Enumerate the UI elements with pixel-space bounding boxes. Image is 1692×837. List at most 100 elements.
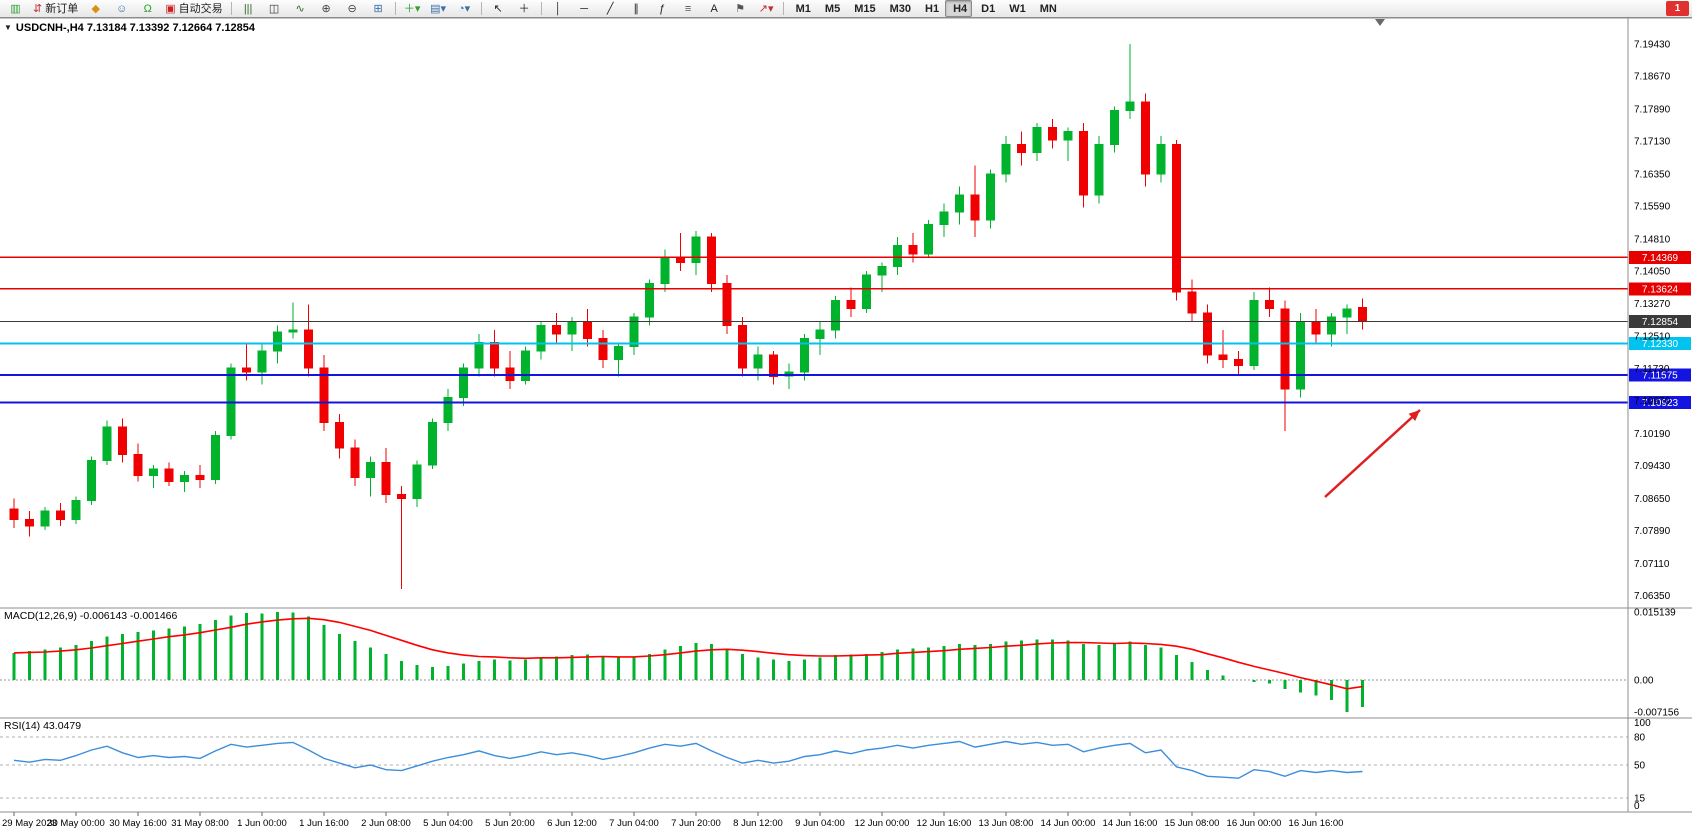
timeframe-m30[interactable]: M30 — [882, 0, 916, 17]
period-icon: ◔▾ — [458, 2, 471, 15]
price-axis-label: 7.06350 — [1634, 591, 1671, 602]
timeframe-m1[interactable]: M1 — [788, 0, 816, 17]
text-button[interactable]: A — [702, 0, 727, 17]
price-axis-label: 7.17130 — [1634, 136, 1671, 147]
candle-body — [211, 434, 220, 481]
candle-body — [831, 299, 840, 331]
candle-body — [366, 462, 375, 479]
candle-body — [955, 194, 964, 213]
timeframe-mn-label: MN — [1039, 2, 1057, 15]
candle-body — [567, 320, 577, 335]
candle-body — [102, 426, 112, 462]
candle-body — [56, 510, 65, 521]
zoom-out-button[interactable]: ⊖ — [340, 0, 365, 17]
candle-body — [815, 329, 825, 339]
toolbar-separator — [480, 2, 482, 15]
candle-body — [629, 316, 639, 348]
timeframe-mn[interactable]: MN — [1032, 0, 1062, 17]
candle-body — [691, 236, 701, 263]
candles-chart-button[interactable]: ◫ — [262, 0, 287, 17]
time-axis-label: 8 Jun 12:00 — [733, 818, 783, 829]
time-axis-label: 31 May 08:00 — [171, 818, 229, 829]
candle-body — [242, 367, 251, 373]
label-button[interactable]: ⚑ — [728, 0, 753, 17]
new-order-button[interactable]: ⇵ 新订单 — [29, 0, 82, 17]
timeframe-w1[interactable]: W1 — [1001, 0, 1031, 17]
rsi-axis-label: 100 — [1634, 718, 1651, 729]
price-axis-label: 7.07110 — [1634, 559, 1670, 570]
toolbar: ▥ ⇵ 新订单 ◆ ☺ Ω ▣ 自动交易 ||| ◫ ∿ ⊕ ⊖ ⊞ ＋▾ ▤▾ ◔▾ ↖ ＋ │ ─ ╱ ∥ ƒ ≡ A ⚑ ↗▾ M… — [0, 0, 1692, 18]
timeframe-h1[interactable]: H1 — [917, 0, 944, 17]
vertical-line-icon: │ — [554, 2, 562, 15]
candle-body — [1063, 131, 1073, 141]
channel-button[interactable]: ∥ — [624, 0, 649, 17]
text-icon: A — [710, 2, 718, 15]
vertical-line-button[interactable]: │ — [546, 0, 571, 17]
bars-chart-icon: ||| — [243, 2, 253, 15]
candle-body — [350, 447, 360, 478]
horizontal-line-button[interactable]: ─ — [572, 0, 597, 17]
cursor-icon: ↖ — [493, 2, 503, 15]
timeframe-m5[interactable]: M5 — [817, 0, 845, 17]
price-axis-label: 7.10970 — [1634, 396, 1671, 407]
candle-body — [226, 367, 236, 436]
toolbar-separator — [394, 2, 396, 15]
period-button[interactable]: ◔▾ — [452, 0, 477, 17]
price-axis-label: 7.11730 — [1634, 364, 1670, 375]
bars-chart-button[interactable]: ||| — [236, 0, 261, 17]
tile-windows-icon: ⊞ — [373, 2, 383, 15]
price-axis-label: 7.13270 — [1634, 299, 1671, 310]
price-axis-label: 7.15590 — [1634, 201, 1671, 212]
notification-badge[interactable]: 1 — [1666, 1, 1689, 16]
timeframe-h1-label: H1 — [925, 2, 940, 15]
candle-body — [1327, 316, 1336, 335]
candle-body — [118, 426, 127, 455]
time-axis-label: 14 Jun 00:00 — [1041, 818, 1096, 829]
arrows-button[interactable]: ↗▾ — [754, 0, 779, 17]
autotrading-button[interactable]: ▣ 自动交易 — [161, 0, 226, 17]
time-axis-label: 12 Jun 16:00 — [917, 818, 972, 829]
fibonacci-button[interactable]: ƒ — [650, 0, 675, 17]
arrows-icon: ↗▾ — [758, 2, 774, 15]
candle-body — [722, 283, 732, 327]
crosshair-button[interactable]: ＋ — [512, 0, 537, 17]
alerts-icon-icon: ◆ — [91, 2, 100, 15]
price-line-badge-text: 7.14369 — [1642, 253, 1679, 264]
fibonacci-icon: ƒ — [659, 2, 666, 15]
community-icon[interactable]: ☺ — [109, 0, 134, 17]
new-order-icon: ⇵ — [33, 2, 43, 15]
macd-axis-label: 0.00 — [1634, 675, 1654, 686]
line-chart-button[interactable]: ∿ — [288, 0, 313, 17]
candle-body — [769, 354, 778, 377]
alerts-icon[interactable]: ◆ — [83, 0, 108, 17]
candle-body — [9, 508, 19, 521]
grid-lines-button[interactable]: ≡ — [676, 0, 701, 17]
candle-body — [707, 236, 716, 285]
candle-body — [536, 325, 546, 352]
price-line-badge — [1629, 396, 1691, 410]
indicators-button[interactable]: ＋▾ — [400, 0, 425, 17]
price-line-badge-text: 7.12854 — [1642, 317, 1679, 328]
app-chart-icon[interactable]: ▥ — [3, 0, 28, 17]
zoom-in-button[interactable]: ⊕ — [314, 0, 339, 17]
candle-body — [1280, 308, 1290, 390]
time-axis-label: 9 Jun 04:00 — [795, 818, 845, 829]
price-axis-label: 7.16350 — [1634, 169, 1671, 180]
templates-button[interactable]: ▤▾ — [426, 0, 451, 17]
cursor-button[interactable]: ↖ — [486, 0, 511, 17]
support-icon[interactable]: Ω — [135, 0, 160, 17]
candle-body — [893, 245, 902, 268]
indicators-icon: ＋▾ — [403, 2, 421, 15]
candle-body — [335, 422, 344, 449]
timeframe-d1[interactable]: D1 — [973, 0, 1000, 17]
price-line-badge-text: 7.12330 — [1642, 339, 1679, 350]
candle-body — [505, 367, 515, 381]
timeframe-h4[interactable]: H4 — [945, 0, 973, 17]
tile-windows-button[interactable]: ⊞ — [366, 0, 391, 17]
trendline-button[interactable]: ╱ — [598, 0, 623, 17]
candle-body — [133, 453, 143, 476]
timeframe-m15[interactable]: M15 — [846, 0, 880, 17]
timeframe-w1-label: W1 — [1009, 2, 1026, 15]
candle-body — [645, 283, 654, 318]
